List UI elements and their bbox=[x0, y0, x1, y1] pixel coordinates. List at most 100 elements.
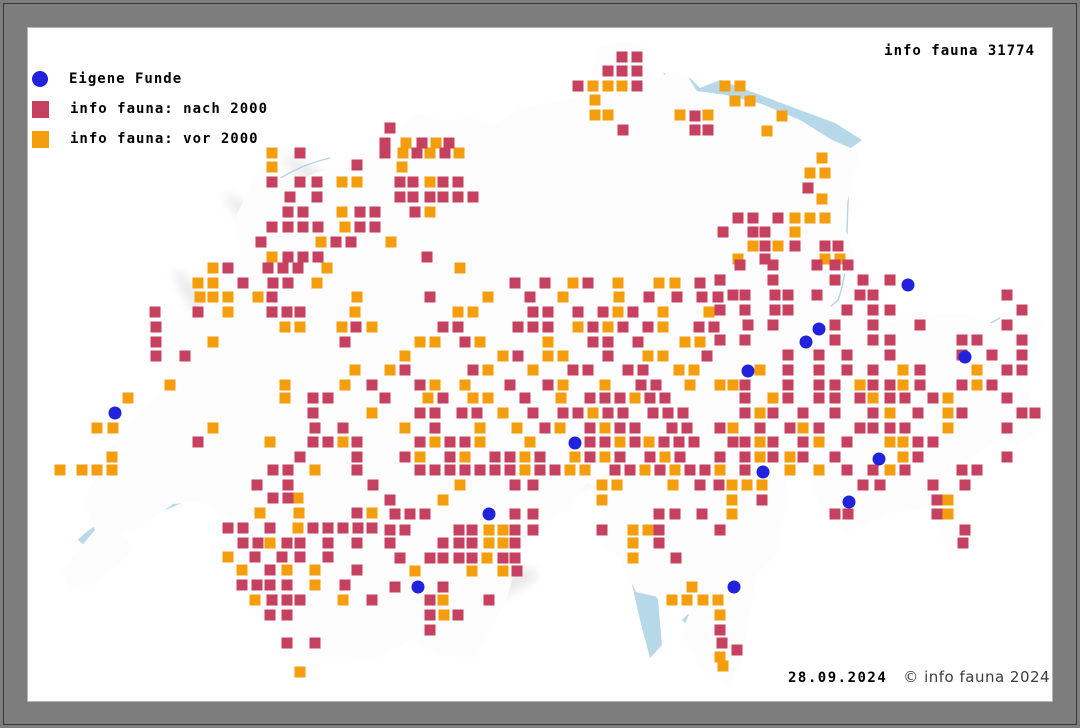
observation-square bbox=[309, 579, 321, 591]
observation-square bbox=[616, 80, 628, 92]
observation-square bbox=[266, 161, 278, 173]
observation-square bbox=[339, 336, 351, 348]
observation-square bbox=[1001, 392, 1013, 404]
observation-square bbox=[767, 451, 779, 463]
observation-square bbox=[587, 80, 599, 92]
observation-square bbox=[956, 464, 968, 476]
observation-square bbox=[336, 176, 348, 188]
observation-square bbox=[307, 392, 319, 404]
observation-square bbox=[564, 464, 576, 476]
observation-square bbox=[602, 407, 614, 419]
observation-square bbox=[567, 364, 579, 376]
observation-square bbox=[429, 407, 441, 419]
observation-square bbox=[424, 291, 436, 303]
observation-square bbox=[444, 464, 456, 476]
observation-square bbox=[841, 436, 853, 448]
observation-square bbox=[816, 193, 828, 205]
observation-square bbox=[731, 644, 743, 656]
observation-square bbox=[596, 524, 608, 536]
observation-square bbox=[281, 537, 293, 549]
observation-square bbox=[527, 407, 539, 419]
observation-square bbox=[644, 392, 656, 404]
legend: Eigene Funde info fauna: nach 2000 info … bbox=[32, 70, 268, 160]
observation-square bbox=[466, 565, 478, 577]
observation-square bbox=[829, 508, 841, 520]
observation-square bbox=[471, 407, 483, 419]
observation-square bbox=[627, 552, 639, 564]
footer: 28.09.2024 © info fauna 2024 bbox=[788, 668, 1050, 686]
observation-square bbox=[511, 422, 523, 434]
eigene-funde-dot bbox=[756, 465, 770, 479]
observation-square bbox=[424, 624, 436, 636]
eigene-funde-dot bbox=[741, 364, 755, 378]
observation-square bbox=[337, 422, 349, 434]
observation-square bbox=[264, 436, 276, 448]
observation-square bbox=[717, 660, 729, 672]
observation-square bbox=[489, 451, 501, 463]
observation-square bbox=[282, 479, 294, 491]
observation-square bbox=[616, 65, 628, 77]
observation-square bbox=[714, 624, 726, 636]
observation-square bbox=[714, 524, 726, 536]
observation-square bbox=[337, 436, 349, 448]
observation-square bbox=[789, 240, 801, 252]
observation-square bbox=[942, 407, 954, 419]
observation-square bbox=[281, 579, 293, 591]
observation-square bbox=[252, 537, 264, 549]
observation-square bbox=[688, 364, 700, 376]
observation-square bbox=[931, 508, 943, 520]
observation-square bbox=[759, 226, 771, 238]
observation-square bbox=[424, 552, 436, 564]
observation-square bbox=[482, 392, 494, 404]
observation-square bbox=[444, 451, 456, 463]
observation-square bbox=[309, 637, 321, 649]
observation-square bbox=[222, 291, 234, 303]
observation-square bbox=[524, 436, 536, 448]
observation-square bbox=[150, 350, 162, 362]
observation-square bbox=[587, 336, 599, 348]
observation-square bbox=[437, 191, 449, 203]
observation-square bbox=[572, 321, 584, 333]
observation-square bbox=[627, 306, 639, 318]
observation-square bbox=[282, 221, 294, 233]
observation-square bbox=[354, 221, 366, 233]
observation-square bbox=[874, 479, 886, 491]
vor-2000-markers-layer bbox=[54, 80, 983, 678]
observation-square bbox=[527, 306, 539, 318]
observation-square bbox=[466, 552, 478, 564]
observation-square bbox=[482, 364, 494, 376]
observation-square bbox=[659, 451, 671, 463]
observation-square bbox=[579, 464, 591, 476]
observation-square bbox=[714, 304, 726, 316]
observation-square bbox=[602, 109, 614, 121]
eigene-funde-dot bbox=[727, 580, 741, 594]
observation-square bbox=[986, 349, 998, 361]
observation-square bbox=[702, 124, 714, 136]
observation-square bbox=[309, 464, 321, 476]
observation-square bbox=[611, 479, 623, 491]
observation-square bbox=[782, 289, 794, 301]
observation-square bbox=[669, 464, 681, 476]
eigene-funde-dot bbox=[411, 580, 425, 594]
observation-square bbox=[614, 392, 626, 404]
observation-square bbox=[266, 251, 278, 263]
observation-square bbox=[741, 479, 753, 491]
observation-square bbox=[459, 451, 471, 463]
observation-square bbox=[1016, 349, 1028, 361]
observation-square bbox=[294, 147, 306, 159]
observation-square bbox=[149, 306, 161, 318]
observation-square bbox=[437, 594, 449, 606]
observation-square bbox=[867, 319, 879, 331]
observation-square bbox=[409, 565, 421, 577]
observation-square bbox=[719, 80, 731, 92]
observation-square bbox=[797, 436, 809, 448]
observation-square bbox=[681, 594, 693, 606]
observation-square bbox=[867, 364, 879, 376]
observation-square bbox=[192, 277, 204, 289]
observation-square bbox=[714, 464, 726, 476]
observation-square bbox=[443, 137, 455, 149]
observation-square bbox=[452, 609, 464, 621]
observation-square bbox=[714, 451, 726, 463]
observation-square bbox=[587, 407, 599, 419]
observation-square bbox=[297, 251, 309, 263]
